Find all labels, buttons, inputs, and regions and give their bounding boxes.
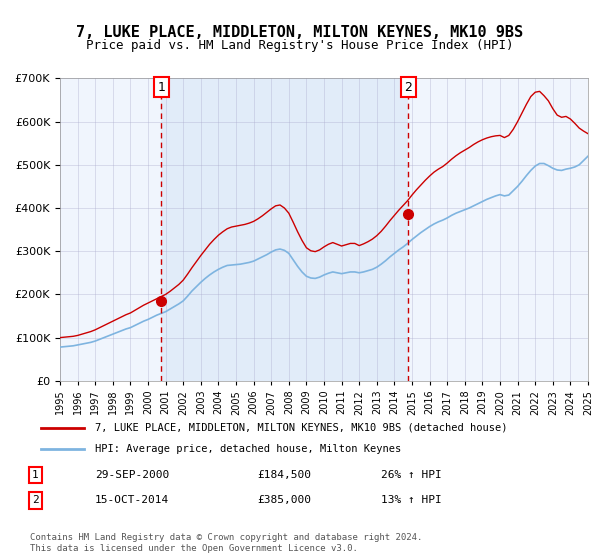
Bar: [161, 78, 409, 381]
Text: Price paid vs. HM Land Registry's House Price Index (HPI): Price paid vs. HM Land Registry's House …: [86, 39, 514, 52]
Text: 1: 1: [157, 81, 165, 94]
Text: £184,500: £184,500: [257, 470, 311, 480]
Text: £385,000: £385,000: [257, 495, 311, 505]
Text: 7, LUKE PLACE, MIDDLETON, MILTON KEYNES, MK10 9BS: 7, LUKE PLACE, MIDDLETON, MILTON KEYNES,…: [76, 25, 524, 40]
Text: This data is licensed under the Open Government Licence v3.0.: This data is licensed under the Open Gov…: [30, 544, 358, 553]
Text: 2: 2: [404, 81, 412, 94]
Text: 7, LUKE PLACE, MIDDLETON, MILTON KEYNES, MK10 9BS (detached house): 7, LUKE PLACE, MIDDLETON, MILTON KEYNES,…: [95, 423, 508, 433]
Text: 13% ↑ HPI: 13% ↑ HPI: [381, 495, 442, 505]
Text: 29-SEP-2000: 29-SEP-2000: [95, 470, 169, 480]
Text: 26% ↑ HPI: 26% ↑ HPI: [381, 470, 442, 480]
Text: 2: 2: [32, 495, 39, 505]
Text: HPI: Average price, detached house, Milton Keynes: HPI: Average price, detached house, Milt…: [95, 444, 401, 454]
Text: 15-OCT-2014: 15-OCT-2014: [95, 495, 169, 505]
Text: 1: 1: [32, 470, 39, 480]
Text: Contains HM Land Registry data © Crown copyright and database right 2024.: Contains HM Land Registry data © Crown c…: [30, 533, 422, 542]
